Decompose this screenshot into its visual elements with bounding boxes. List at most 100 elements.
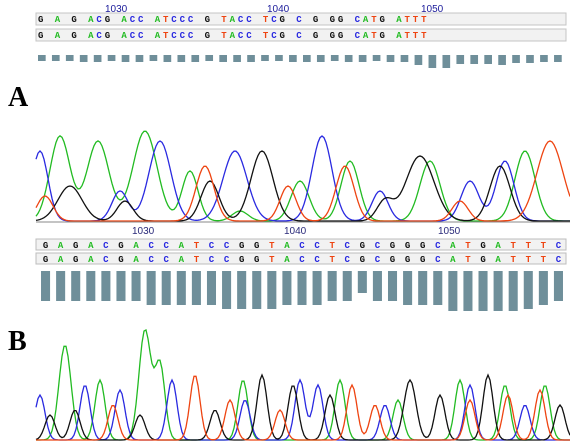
- base-letter: A: [396, 31, 402, 41]
- position-label-1040: 1040: [267, 4, 290, 15]
- base-letter: C: [246, 31, 252, 41]
- base-letter: C: [345, 255, 351, 265]
- base-letter: G: [118, 255, 123, 265]
- base-letter: G: [73, 255, 78, 265]
- base-letter: A: [88, 15, 94, 25]
- quality-bar: [289, 55, 297, 62]
- base-letter: A: [121, 15, 127, 25]
- base-letter: G: [105, 15, 110, 25]
- panel-label-a: A: [8, 82, 29, 113]
- base-letter: A: [495, 241, 501, 251]
- base-letter: A: [284, 241, 290, 251]
- quality-bar: [206, 271, 217, 305]
- quality-bar: [372, 55, 381, 61]
- base-letter: A: [363, 15, 369, 25]
- base-letter: A: [230, 15, 236, 25]
- base-letter: G: [420, 255, 425, 265]
- quality-bar: [146, 271, 156, 305]
- base-letter: C: [164, 255, 170, 265]
- quality-bar: [149, 55, 158, 61]
- quality-bar: [41, 271, 51, 301]
- base-letter: T: [421, 31, 427, 41]
- quality-bar: [418, 271, 428, 305]
- quality-bar: [86, 271, 96, 301]
- base-letter: G: [71, 31, 76, 41]
- position-label-1030-a: 1030: [132, 226, 155, 237]
- quality-bar: [135, 55, 144, 62]
- base-letter: G: [338, 31, 343, 41]
- quality-bar: [442, 55, 451, 68]
- base-letter: G: [405, 255, 410, 265]
- base-letter: C: [171, 15, 177, 25]
- base-letter: T: [510, 255, 516, 265]
- base-letter: C: [375, 241, 381, 251]
- quality-bar: [116, 271, 126, 301]
- position-label-1050-a: 1050: [438, 226, 461, 237]
- base-letter: C: [188, 15, 194, 25]
- base-letter: A: [121, 31, 127, 41]
- base-letter: C: [164, 241, 170, 251]
- quality-bar: [93, 55, 102, 62]
- base-letter: G: [380, 15, 385, 25]
- base-letter: A: [495, 255, 501, 265]
- base-letter: G: [313, 15, 318, 25]
- base-letter: C: [138, 15, 144, 25]
- base-letter: A: [179, 255, 185, 265]
- base-letter: T: [163, 31, 169, 41]
- trace-c-b: [35, 378, 570, 441]
- base-letter: A: [55, 15, 61, 25]
- base-letter: G: [390, 241, 395, 251]
- base-letter: A: [55, 31, 61, 41]
- base-letter: C: [345, 241, 351, 251]
- base-letter: C: [180, 15, 186, 25]
- position-label-1050: 1050: [421, 4, 444, 15]
- base-letter: T: [163, 15, 169, 25]
- base-letter: A: [450, 241, 456, 251]
- quality-bar: [386, 55, 395, 62]
- base-letter: C: [130, 15, 136, 25]
- quality-bar: [403, 271, 413, 305]
- base-letter: G: [254, 255, 259, 265]
- quality-bar: [478, 271, 488, 311]
- position-label-1040-a: 1040: [284, 226, 307, 237]
- base-letter: C: [296, 15, 302, 25]
- base-letter: G: [71, 15, 76, 25]
- quality-bar: [38, 55, 46, 61]
- base-letter: C: [209, 241, 215, 251]
- base-letter: T: [421, 15, 427, 25]
- quality-bar: [327, 271, 337, 301]
- base-letter: A: [133, 241, 139, 251]
- quality-bar: [330, 55, 339, 61]
- chromatogram-b: [35, 329, 570, 441]
- base-letter: T: [413, 31, 419, 41]
- quality-bar: [191, 271, 201, 305]
- base-letter: A: [58, 241, 64, 251]
- quality-bar: [176, 271, 186, 305]
- base-letter: G: [38, 31, 43, 41]
- quality-bar: [233, 55, 241, 62]
- base-letter: C: [171, 31, 177, 41]
- quality-bar: [470, 55, 479, 64]
- base-letter: G: [280, 31, 285, 41]
- quality-bar: [498, 55, 506, 65]
- base-letter: G: [420, 241, 425, 251]
- base-letter: G: [280, 15, 285, 25]
- quality-bar: [275, 55, 283, 61]
- base-letter: A: [450, 255, 456, 265]
- base-letter: C: [224, 255, 230, 265]
- sequence-track: [35, 252, 567, 265]
- base-letter: T: [329, 241, 335, 251]
- quality-bar: [316, 55, 325, 62]
- quality-bar: [428, 55, 437, 68]
- base-letter: G: [360, 241, 365, 251]
- base-letter: C: [299, 255, 305, 265]
- quality-bar: [414, 55, 423, 65]
- quality-bar: [526, 55, 534, 63]
- base-letter: T: [405, 31, 411, 41]
- base-letter: C: [238, 15, 244, 25]
- quality-bar: [357, 271, 367, 293]
- chromatogram-a: [35, 130, 570, 223]
- quality-bar: [538, 271, 548, 305]
